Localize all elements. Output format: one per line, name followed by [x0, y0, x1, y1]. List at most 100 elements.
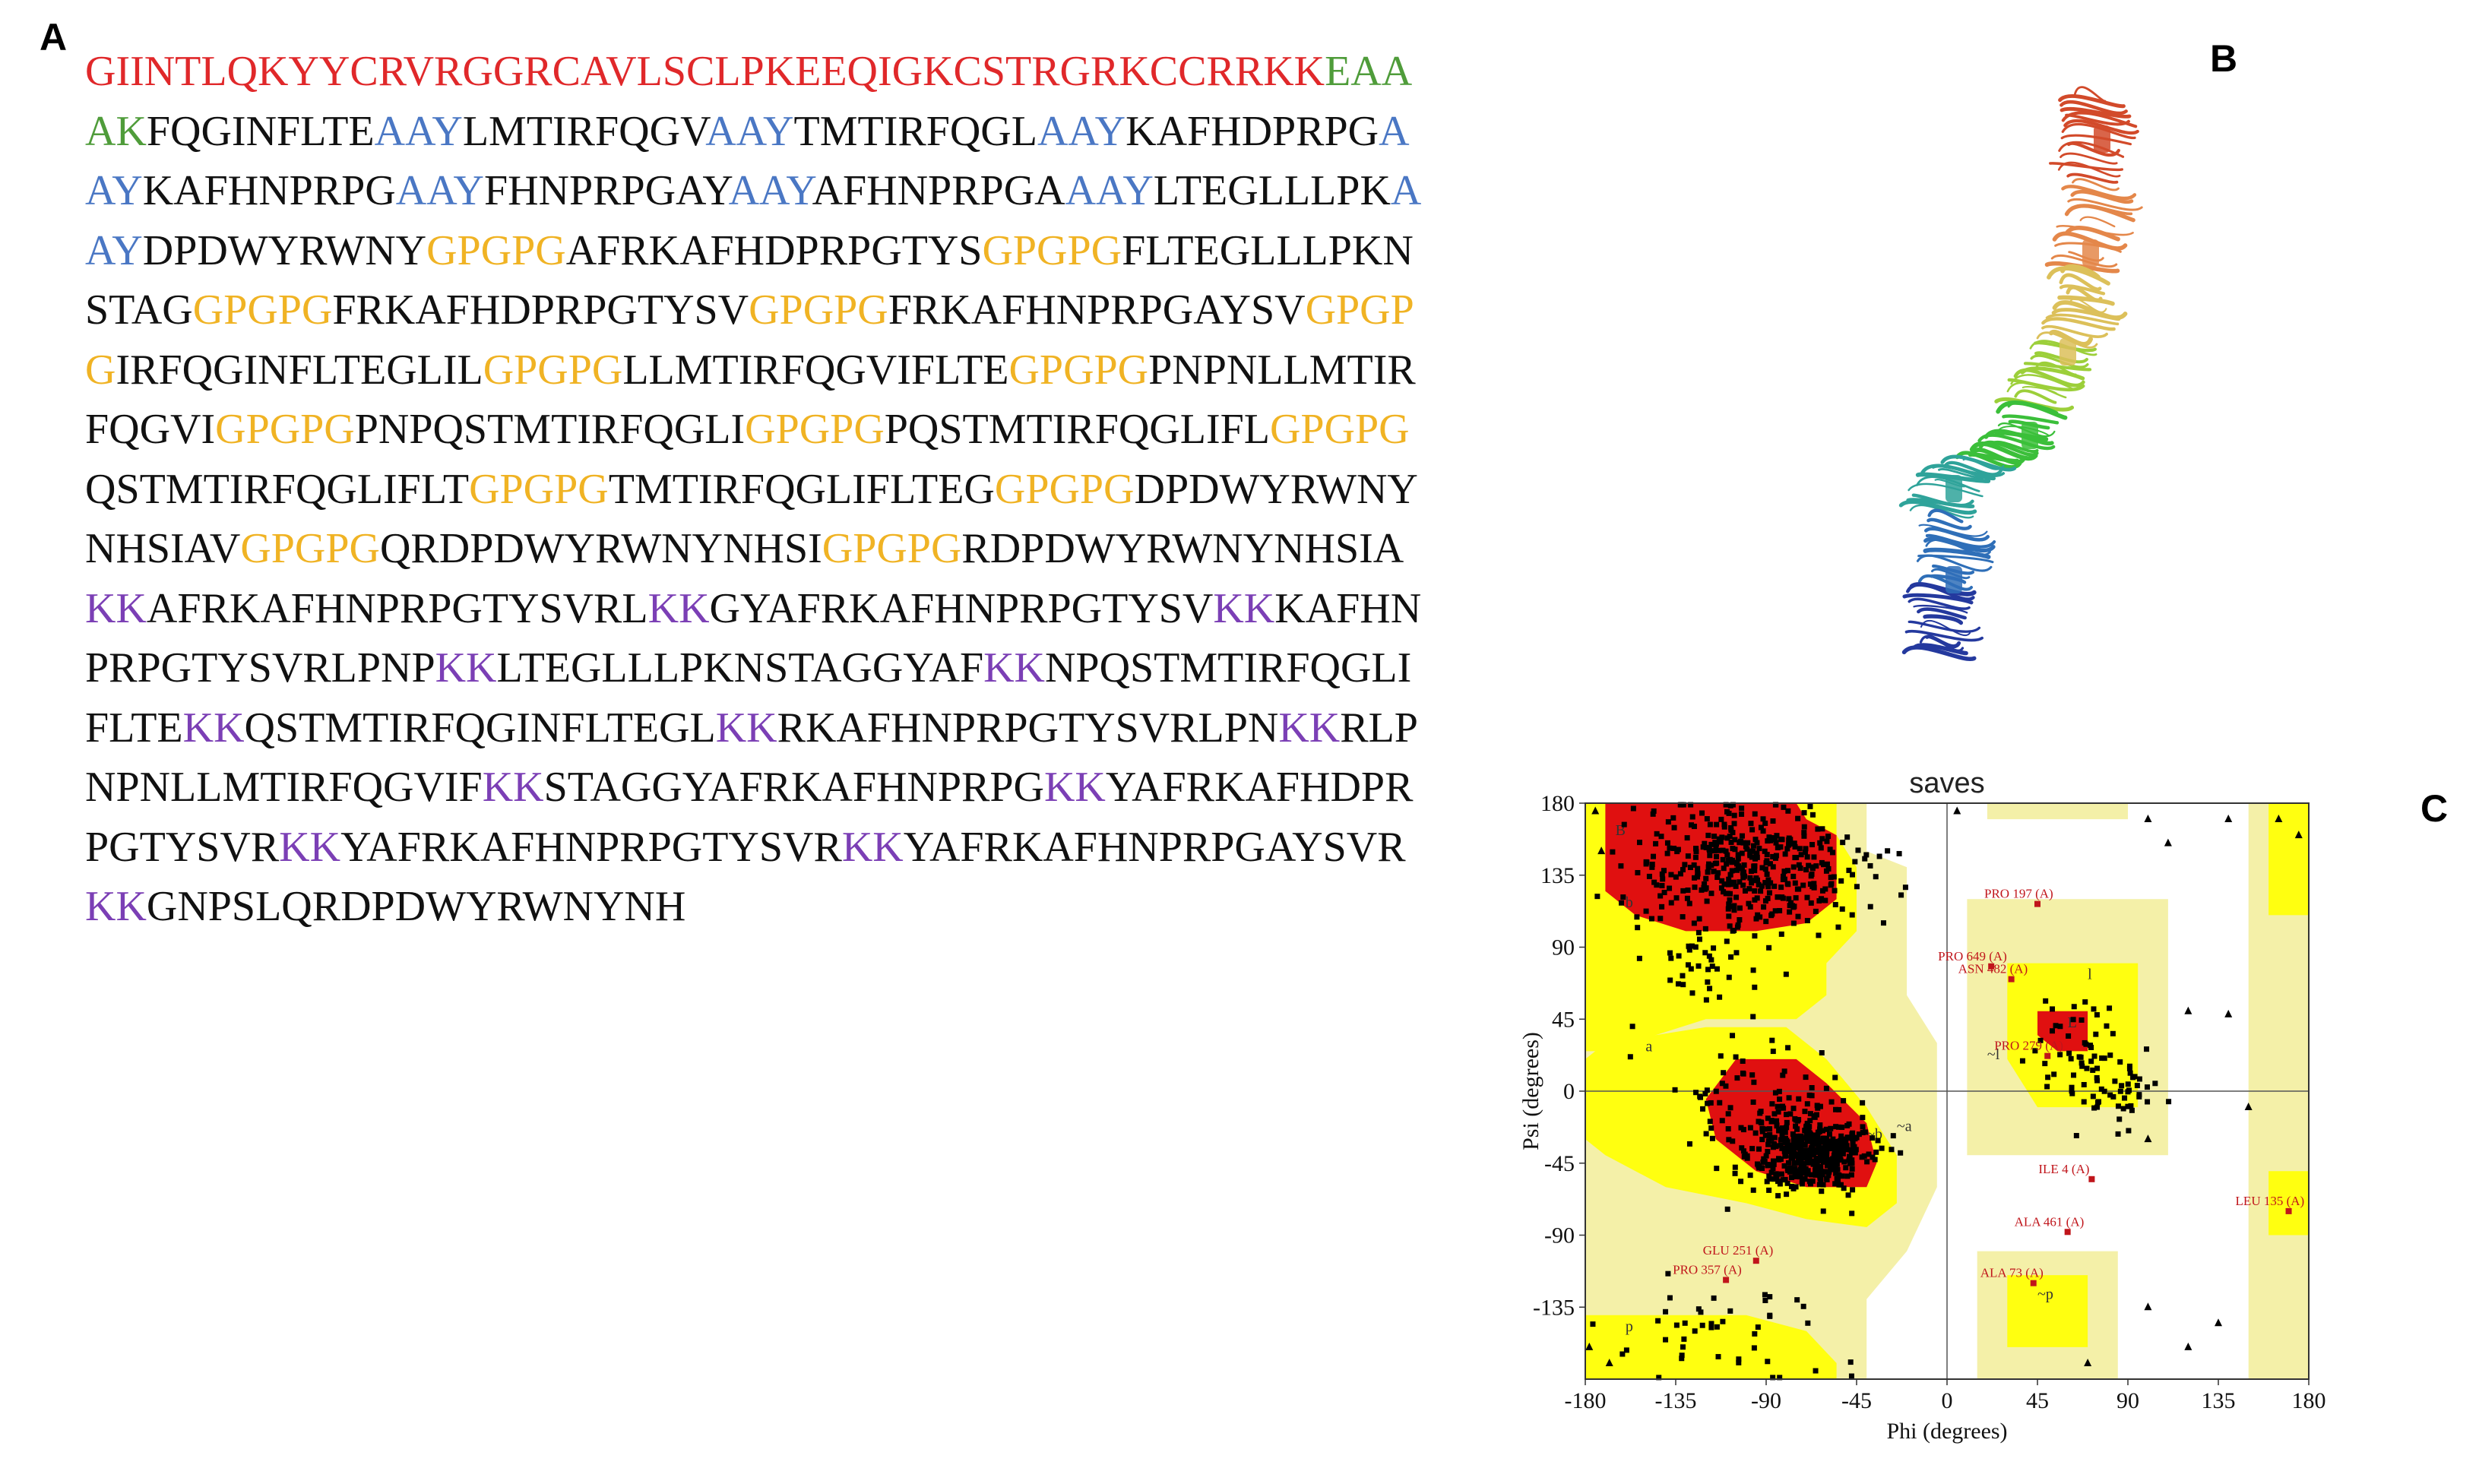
residue-point [1819, 826, 1825, 832]
residue-point [1813, 908, 1819, 914]
y-tick-label: -90 [1544, 1223, 1575, 1248]
residue-point [1807, 1111, 1813, 1117]
residue-point [1845, 1192, 1851, 1198]
ribbon-segment [1908, 597, 1971, 610]
residue-point [1637, 840, 1643, 846]
ribbon-segment [1927, 508, 1964, 524]
residue-point [1768, 1119, 1775, 1125]
residue-point [1782, 1176, 1788, 1182]
ribbon-segment [2006, 381, 2067, 399]
residue-point [1781, 1163, 1787, 1169]
residue-point [1784, 1139, 1790, 1145]
helix [2094, 125, 2110, 153]
residue-point [1751, 1345, 1757, 1351]
sequence-line: FQGVIGPGPGPNPQSTMTIRFQGLIGPGPGPQSTMTIRFQ… [85, 400, 1453, 460]
residue-point [1767, 861, 1773, 867]
residue-point [2107, 1005, 2113, 1011]
residue-point [1898, 1150, 1904, 1156]
outlier-label: PRO 649 (A) [1938, 949, 2007, 963]
residue-point [2115, 1131, 2121, 1137]
residue-point [1784, 1119, 1790, 1125]
y-tick-label: -45 [1544, 1151, 1575, 1176]
ribbon-segment [2069, 298, 2107, 313]
residue-point [1692, 944, 1699, 950]
residue-point [1805, 1320, 1811, 1326]
residue-point [1746, 886, 1752, 892]
residue-point [1664, 850, 1670, 856]
residue-point [1706, 953, 1712, 959]
residue-point [1801, 1154, 1807, 1160]
residue-point [1828, 875, 1834, 881]
residue-point [1862, 856, 1868, 862]
residue-point [1721, 865, 1727, 872]
residue-point [2051, 1071, 2057, 1077]
sequence-segment-epitope: GYAFRKAFHNPRPGTYSV [709, 584, 1214, 632]
x-tick-label: -45 [1841, 1388, 1872, 1413]
residue-point [1768, 1135, 1775, 1141]
residue-point [1737, 879, 1743, 885]
residue-point [1830, 1139, 1836, 1145]
residue-point [1807, 1152, 1813, 1158]
residue-point [2069, 1084, 2075, 1090]
residue-point [1777, 1375, 1783, 1381]
residue-point [1806, 1160, 1812, 1166]
y-tick-label: 0 [1563, 1079, 1575, 1104]
residue-point [1824, 1135, 1830, 1141]
residue-point [1807, 803, 1813, 809]
residue-point [2094, 1104, 2101, 1110]
residue-point [1760, 828, 1766, 834]
residue-point [1833, 1106, 1839, 1112]
residue-point [1767, 1126, 1773, 1132]
residue-point [1711, 945, 1717, 951]
residue-point [1692, 875, 1698, 881]
sequence-segment-kk: KK [647, 584, 710, 632]
residue-point [1784, 1166, 1790, 1172]
residue-point [1740, 869, 1746, 875]
residue-point [1841, 1098, 1847, 1104]
residue-point [1737, 916, 1743, 922]
residue-point [2084, 1065, 2090, 1071]
residue-point [1705, 832, 1711, 838]
residue-point [1862, 1129, 1868, 1135]
residue-point [1824, 861, 1830, 867]
residue-point [1758, 824, 1764, 831]
residue-point [1790, 873, 1797, 879]
residue-point [1784, 846, 1790, 852]
residue-point [1675, 981, 1681, 987]
residue-point [1719, 834, 1725, 840]
residue-point [1749, 827, 1756, 833]
residue-point [1719, 1081, 1725, 1087]
residue-point [1759, 1137, 1765, 1143]
ribbon-segment [1996, 400, 2068, 420]
residue-point [1726, 1137, 1732, 1143]
sequence-segment-epitope: RDPDWYRWNYNHSIA [961, 525, 1404, 572]
residue-point [2081, 1081, 2087, 1087]
residue-point [1811, 881, 1817, 887]
residue-point [1706, 847, 1712, 853]
sequence-segment-kk: KK [85, 883, 147, 930]
residue-point [1804, 1121, 1810, 1127]
residue-point [1668, 872, 1674, 878]
residue-point [1773, 840, 1779, 846]
residue-point [1726, 913, 1732, 919]
residue-point [1770, 1166, 1776, 1172]
residue-point [1781, 1068, 1787, 1074]
residue-point [1813, 863, 1819, 869]
residue-point [2122, 1095, 2128, 1101]
residue-point [1798, 852, 1804, 858]
residue-point [1839, 1173, 1845, 1179]
region-letter: ~p [2037, 1286, 2053, 1303]
residue-point [1730, 879, 1737, 885]
residue-point [1788, 900, 1794, 906]
residue-point [1716, 836, 1722, 842]
residue-point [1797, 1170, 1803, 1176]
sequence-segment-aay: AAY [395, 167, 484, 214]
residue-point [1838, 1150, 1844, 1156]
residue-point [2101, 1055, 2107, 1062]
glycine-point [2184, 1006, 2192, 1014]
sequence-segment-eaak: EAA [1325, 48, 1413, 95]
residue-point [2126, 1087, 2132, 1093]
residue-point [1835, 1151, 1841, 1157]
residue-point [1856, 1131, 1862, 1138]
residue-point [1770, 864, 1776, 870]
